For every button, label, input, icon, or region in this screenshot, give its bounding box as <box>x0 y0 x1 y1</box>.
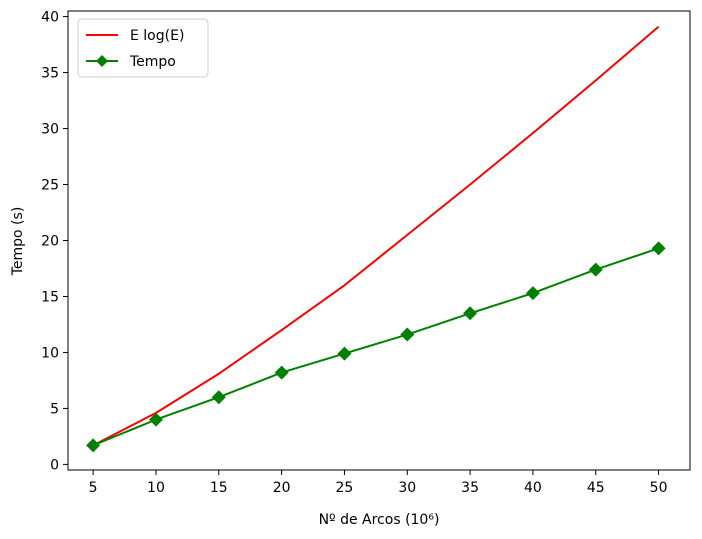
series-line-1 <box>92 247 659 447</box>
data-point-marker <box>463 306 478 321</box>
data-point-marker <box>651 241 666 256</box>
x-tick-label: 20 <box>273 480 291 496</box>
x-tick-label: 45 <box>587 480 605 496</box>
x-tick-label: 40 <box>524 480 542 496</box>
y-tick-label: 30 <box>41 122 59 138</box>
y-axis-label: Tempo (s) <box>10 207 26 277</box>
x-tick-label: 5 <box>89 480 98 496</box>
x-tick-label: 50 <box>650 480 668 496</box>
data-point-marker <box>337 346 352 361</box>
data-point-marker <box>400 327 415 342</box>
legend-box <box>77 18 209 78</box>
y-tick-label: 15 <box>41 289 59 305</box>
y-tick-label: 0 <box>50 457 59 473</box>
y-tick-label: 35 <box>41 66 59 82</box>
legend-label-tempo: Tempo <box>129 54 176 70</box>
x-axis-ticks: 5 10 15 20 25 30 35 40 45 50 <box>89 470 668 496</box>
data-point-marker <box>86 438 101 453</box>
y-tick-label: 10 <box>41 345 59 361</box>
legend: E log(E) Tempo <box>77 18 209 78</box>
data-point-marker <box>148 412 163 427</box>
data-point-marker <box>525 286 540 301</box>
y-tick-label: 40 <box>41 10 59 26</box>
x-axis-label: Nº de Arcos (10⁶) <box>319 512 440 528</box>
y-axis-ticks: 0 5 10 15 20 25 30 35 40 <box>41 10 68 473</box>
data-point-marker <box>588 262 603 277</box>
legend-label-elog: E log(E) <box>130 28 184 44</box>
x-tick-label: 10 <box>147 480 165 496</box>
x-tick-label: 15 <box>210 480 228 496</box>
x-tick-label: 35 <box>461 480 479 496</box>
x-tick-label: 25 <box>336 480 354 496</box>
x-tick-label: 30 <box>398 480 416 496</box>
data-point-marker <box>274 365 289 380</box>
legend-marker-tempo <box>96 55 108 67</box>
y-tick-label: 5 <box>50 401 59 417</box>
data-point-marker <box>211 390 226 405</box>
series-layer <box>86 25 666 453</box>
y-tick-label: 20 <box>41 234 59 250</box>
series-line-0 <box>92 25 660 447</box>
y-tick-label: 25 <box>41 178 59 194</box>
